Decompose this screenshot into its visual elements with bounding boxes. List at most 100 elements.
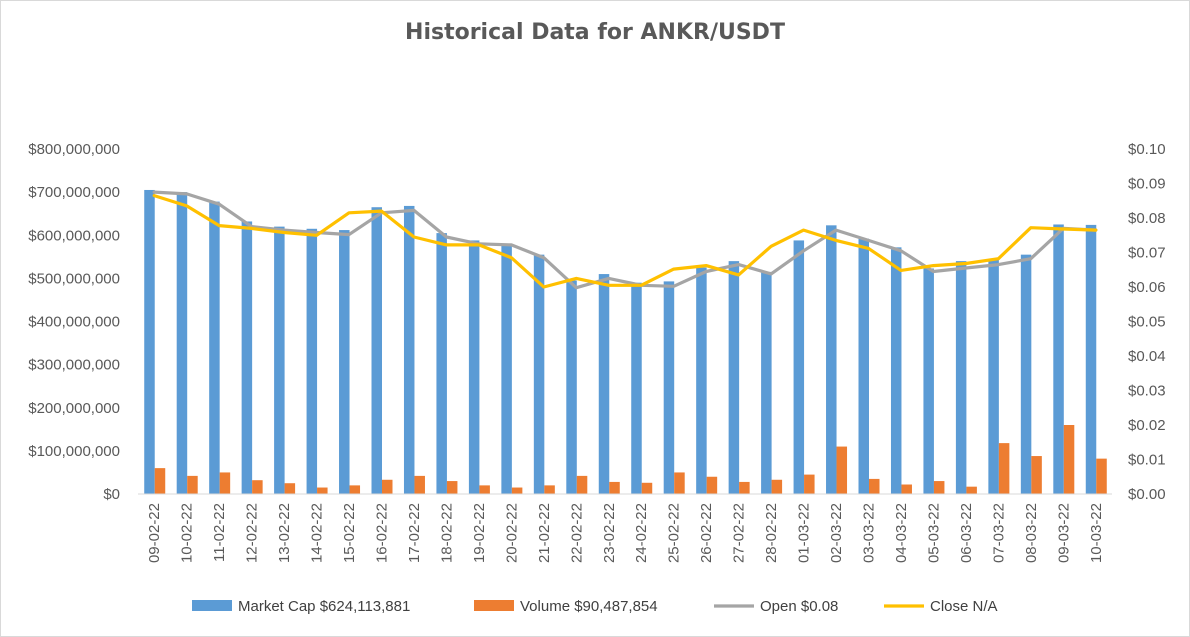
market-cap-bar	[761, 271, 772, 494]
volume-bar	[966, 486, 977, 494]
left-tick-label: $100,000,000	[28, 443, 120, 460]
volume-bar	[446, 481, 458, 494]
right-tick-label: $0.09	[1128, 176, 1166, 193]
volume-bar	[836, 446, 848, 494]
market-cap-bar	[598, 274, 610, 494]
volume-bar	[479, 485, 490, 494]
volume-bar	[576, 475, 588, 494]
line-series	[152, 190, 1098, 290]
x-tick-label: 22-02-22	[568, 503, 585, 563]
volume-bar	[252, 480, 263, 494]
close-price-line	[152, 194, 1098, 289]
market-cap-bar	[826, 225, 837, 495]
market-cap-bar	[403, 205, 415, 495]
volume-bar	[154, 468, 166, 494]
chart-title: Historical Data for ANKR/USDT	[405, 20, 785, 45]
volume-bar	[187, 475, 198, 494]
volume-bar	[901, 484, 912, 494]
market-cap-bar	[371, 207, 382, 494]
volume-bar	[771, 479, 783, 494]
volume-bar	[641, 482, 653, 494]
volume-bar	[706, 476, 718, 494]
legend-label: Market Cap $624,113,881	[238, 598, 410, 615]
market-cap-bar	[858, 238, 869, 494]
right-tick-label: $0.04	[1128, 348, 1166, 365]
market-cap-bar	[144, 189, 155, 494]
legend-label: Close N/A	[930, 598, 998, 615]
volume-bar	[674, 472, 685, 494]
x-tick-label: 01-03-22	[796, 503, 813, 563]
x-tick-label: 03-03-22	[861, 503, 878, 563]
market-cap-bar	[306, 228, 318, 494]
left-tick-label: $500,000,000	[28, 270, 120, 287]
x-tick-label: 16-02-22	[374, 503, 391, 563]
right-tick-label: $0.08	[1128, 210, 1166, 227]
x-tick-label: 20-02-22	[503, 503, 520, 563]
volume-bar	[933, 481, 945, 494]
x-tick-label: 15-02-22	[341, 503, 358, 563]
right-tick-label: $0.00	[1128, 486, 1166, 503]
volume-bar	[219, 472, 231, 494]
legend-label: Open $0.08	[760, 598, 838, 615]
right-tick-label: $0.03	[1128, 383, 1166, 400]
volume-bar	[739, 481, 750, 494]
market-cap-bar	[339, 230, 350, 494]
right-tick-label: $0.10	[1128, 141, 1166, 158]
x-tick-label: 04-03-22	[893, 503, 910, 563]
legend-swatch	[192, 600, 232, 611]
x-tick-label: 10-03-22	[1088, 503, 1105, 563]
legend: Market Cap $624,113,881 Volume $90,487,85…	[192, 598, 998, 615]
left-tick-label: $700,000,000	[28, 184, 120, 201]
x-tick-label: 06-03-22	[958, 503, 975, 563]
market-cap-bar	[663, 281, 675, 494]
x-tick-label: 25-02-22	[666, 503, 683, 563]
x-tick-label: 24-02-22	[633, 503, 650, 563]
legend-swatch	[474, 600, 514, 611]
volume-bar	[511, 487, 523, 494]
x-tick-label: 27-02-22	[731, 503, 748, 563]
volume-bar	[869, 478, 880, 494]
market-cap-bar	[728, 261, 740, 494]
left-tick-label: $600,000,000	[28, 227, 120, 244]
volume-bar	[382, 479, 393, 494]
right-tick-label: $0.05	[1128, 314, 1166, 331]
market-cap-bar	[241, 221, 253, 494]
right-tick-label: $0.02	[1128, 417, 1166, 434]
market-cap-bar	[468, 240, 480, 494]
x-tick-label: 10-02-22	[179, 503, 196, 563]
volume-bar	[1031, 456, 1042, 494]
market-cap-bar	[1053, 224, 1064, 494]
left-tick-label: $0	[103, 486, 120, 503]
market-cap-bar	[209, 201, 220, 495]
volume-bar	[998, 443, 1010, 494]
market-cap-bar	[436, 233, 447, 494]
market-cap-bar	[1085, 224, 1097, 494]
market-cap-bar	[501, 243, 512, 494]
volume-bar	[804, 474, 815, 494]
left-tick-label: $400,000,000	[28, 314, 120, 331]
legend-label: Volume $90,487,854	[520, 598, 658, 615]
right-tick-label: $0.01	[1128, 452, 1166, 469]
volume-bar	[317, 487, 328, 494]
x-tick-label: 09-03-22	[1055, 503, 1072, 563]
left-tick-label: $300,000,000	[28, 357, 120, 374]
market-cap-bar	[955, 261, 967, 494]
volume-bar	[349, 485, 361, 494]
market-cap-bar	[793, 240, 805, 494]
x-tick-label: 23-02-22	[601, 503, 618, 563]
x-tick-label: 08-03-22	[1023, 503, 1040, 563]
market-cap-bar	[1020, 254, 1032, 494]
market-cap-bar	[176, 192, 188, 494]
right-tick-label: $0.06	[1128, 279, 1166, 296]
left-tick-label: $800,000,000	[28, 141, 120, 158]
x-tick-label: 02-03-22	[828, 503, 845, 563]
x-axis-ticks: 09-02-22 10-02-22 11-02-22 12-02-22 13-02-22…	[146, 503, 1105, 563]
x-tick-label: 19-02-22	[471, 503, 488, 563]
market-cap-bar	[631, 282, 642, 494]
volume-bar	[609, 481, 620, 494]
market-cap-bar	[566, 280, 577, 494]
market-cap-bar	[696, 267, 707, 494]
market-cap-bar	[890, 247, 902, 494]
market-cap-bar	[988, 258, 999, 494]
x-tick-label: 26-02-22	[698, 503, 715, 563]
